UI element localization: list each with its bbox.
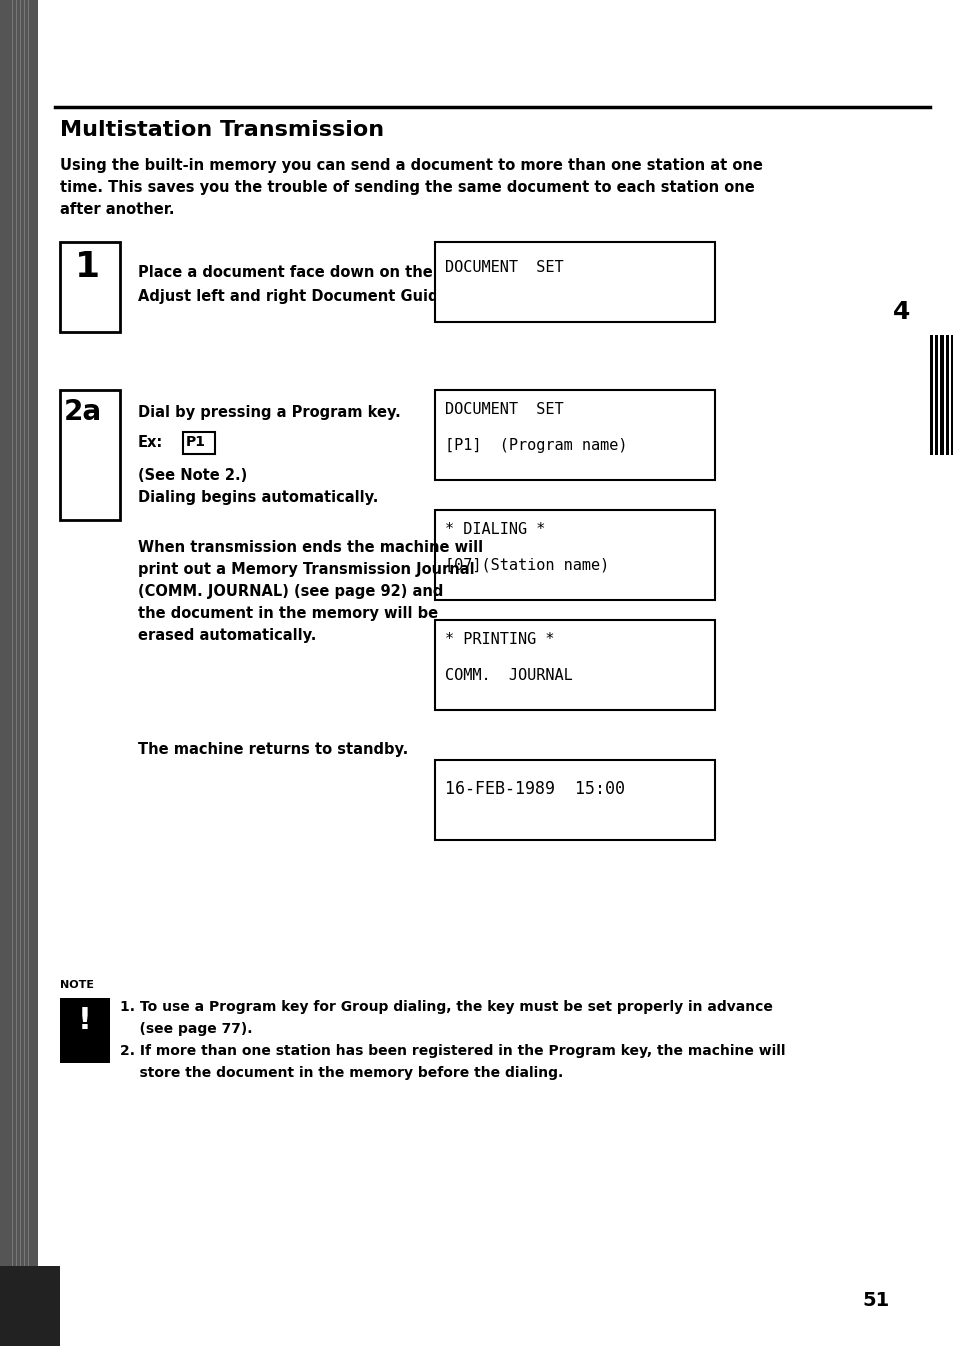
- Text: 1. To use a Program key for Group dialing, the key must be set properly in advan: 1. To use a Program key for Group dialin…: [120, 1000, 772, 1014]
- FancyBboxPatch shape: [60, 242, 120, 332]
- FancyBboxPatch shape: [435, 242, 714, 322]
- FancyBboxPatch shape: [934, 335, 937, 455]
- Text: (COMM. JOURNAL) (see page 92) and: (COMM. JOURNAL) (see page 92) and: [138, 584, 443, 599]
- Text: store the document in the memory before the dialing.: store the document in the memory before …: [120, 1066, 562, 1079]
- Text: 16-FEB-1989  15:00: 16-FEB-1989 15:00: [444, 779, 624, 798]
- Text: time. This saves you the trouble of sending the same document to each station on: time. This saves you the trouble of send…: [60, 180, 754, 195]
- Text: Place a document face down on the ADF.: Place a document face down on the ADF.: [138, 265, 475, 280]
- Text: When transmission ends the machine will: When transmission ends the machine will: [138, 540, 482, 555]
- Text: * DIALING *: * DIALING *: [444, 522, 545, 537]
- FancyBboxPatch shape: [945, 335, 948, 455]
- Text: [07](Station name): [07](Station name): [444, 559, 609, 573]
- FancyBboxPatch shape: [939, 335, 943, 455]
- FancyBboxPatch shape: [929, 335, 932, 455]
- Text: 2a: 2a: [64, 398, 102, 425]
- FancyBboxPatch shape: [950, 335, 953, 455]
- Text: COMM.  JOURNAL: COMM. JOURNAL: [444, 668, 572, 682]
- Text: Using the built-in memory you can send a document to more than one station at on: Using the built-in memory you can send a…: [60, 157, 762, 174]
- Text: The machine returns to standby.: The machine returns to standby.: [138, 742, 408, 756]
- Text: 2. If more than one station has been registered in the Program key, the machine : 2. If more than one station has been reg…: [120, 1044, 784, 1058]
- Text: [P1]  (Program name): [P1] (Program name): [444, 437, 627, 454]
- Text: (see page 77).: (see page 77).: [120, 1022, 253, 1036]
- FancyBboxPatch shape: [435, 390, 714, 481]
- Text: (See Note 2.): (See Note 2.): [138, 468, 247, 483]
- FancyBboxPatch shape: [435, 760, 714, 840]
- Text: NOTE: NOTE: [60, 980, 94, 991]
- Text: Dialing begins automatically.: Dialing begins automatically.: [138, 490, 378, 505]
- Text: Multistation Transmission: Multistation Transmission: [60, 120, 384, 140]
- FancyBboxPatch shape: [0, 0, 38, 1346]
- FancyBboxPatch shape: [435, 510, 714, 600]
- Text: DOCUMENT  SET: DOCUMENT SET: [444, 402, 563, 417]
- Text: erased automatically.: erased automatically.: [138, 629, 316, 643]
- Text: print out a Memory Transmission Journal: print out a Memory Transmission Journal: [138, 563, 475, 577]
- Text: Adjust left and right Document Guides.: Adjust left and right Document Guides.: [138, 289, 462, 304]
- Text: Ex:: Ex:: [138, 435, 163, 450]
- Text: DOCUMENT  SET: DOCUMENT SET: [444, 260, 563, 275]
- FancyBboxPatch shape: [435, 621, 714, 709]
- FancyBboxPatch shape: [183, 432, 214, 454]
- Text: 4: 4: [892, 300, 909, 324]
- Text: 51: 51: [862, 1291, 889, 1310]
- Text: after another.: after another.: [60, 202, 174, 217]
- FancyBboxPatch shape: [60, 390, 120, 520]
- Text: 1: 1: [75, 250, 100, 284]
- Text: the document in the memory will be: the document in the memory will be: [138, 606, 437, 621]
- FancyBboxPatch shape: [0, 1267, 60, 1346]
- Text: Dial by pressing a Program key.: Dial by pressing a Program key.: [138, 405, 400, 420]
- FancyBboxPatch shape: [60, 997, 110, 1063]
- Text: * PRINTING *: * PRINTING *: [444, 633, 554, 647]
- Text: P1: P1: [186, 435, 206, 450]
- Text: !: !: [78, 1005, 91, 1035]
